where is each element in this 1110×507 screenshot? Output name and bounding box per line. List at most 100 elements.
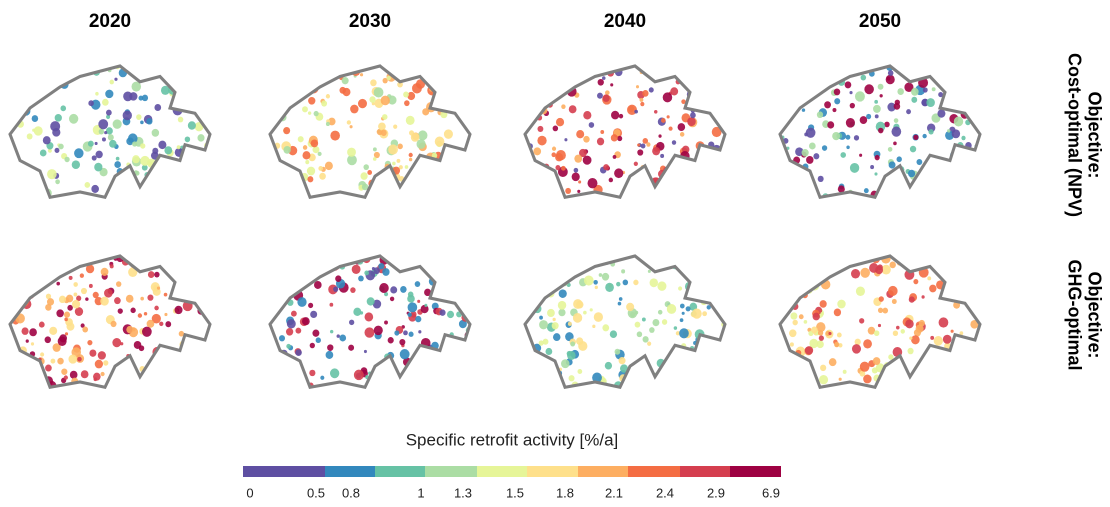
area-patch [687, 117, 696, 126]
area-patch [417, 189, 423, 195]
area-patch [176, 372, 182, 379]
area-patch [609, 178, 613, 183]
area-patch [187, 164, 194, 171]
area-patch [639, 191, 644, 196]
area-patch [574, 155, 582, 163]
area-patch [382, 268, 389, 276]
area-patch [399, 339, 405, 345]
area-patch [584, 275, 594, 285]
area-patch [467, 158, 472, 163]
area-patch [783, 299, 786, 303]
area-patch [799, 314, 804, 319]
area-patch [701, 262, 710, 272]
area-patch [146, 118, 152, 125]
figure: Specific retrofit activity [%/a] 00.50.8… [0, 0, 1110, 507]
area-patch [354, 370, 364, 380]
area-patch [866, 114, 871, 119]
legend-swatch [730, 466, 781, 477]
area-patch [897, 156, 902, 162]
area-patch [678, 286, 682, 290]
area-patch [973, 262, 982, 272]
area-patch [111, 321, 117, 327]
area-patch [707, 372, 716, 382]
area-patch [589, 122, 594, 128]
area-patch [398, 259, 404, 265]
area-patch [696, 353, 702, 359]
area-patch [159, 322, 163, 326]
area-patch [529, 276, 533, 280]
row-label: GHG-optimal [1064, 260, 1084, 371]
area-patch [274, 72, 282, 80]
area-patch [649, 327, 655, 333]
area-patch [932, 87, 936, 91]
area-patch [94, 163, 102, 172]
area-patch [543, 375, 552, 385]
area-patch [928, 129, 933, 134]
area-patch [146, 69, 154, 77]
area-patch [302, 83, 307, 88]
area-patch [616, 282, 620, 287]
area-patch [969, 371, 973, 375]
map-panel [522, 251, 728, 391]
area-patch [554, 384, 559, 389]
area-patch [462, 345, 469, 352]
area-patch [326, 94, 330, 98]
area-patch [846, 145, 849, 149]
area-patch [75, 307, 83, 316]
area-patch [350, 287, 355, 293]
area-patch [192, 171, 201, 181]
area-patch [301, 277, 306, 282]
area-patch [854, 135, 859, 140]
area-patch [614, 168, 623, 178]
area-patch [326, 122, 330, 126]
area-patch [25, 77, 28, 80]
area-patch [459, 166, 467, 174]
area-patch [42, 256, 47, 261]
area-patch [132, 155, 140, 163]
area-patch [203, 193, 210, 201]
legend-label: 1.5 [506, 485, 524, 500]
area-patch [555, 262, 565, 272]
area-patch [660, 154, 664, 158]
area-patch [806, 128, 816, 138]
area-patch [598, 79, 604, 86]
area-patch [556, 118, 564, 126]
area-patch [587, 73, 591, 77]
area-patch [378, 122, 386, 130]
area-patch [860, 268, 870, 278]
area-patch [874, 172, 877, 175]
area-patch [943, 272, 951, 280]
area-patch [420, 362, 425, 367]
area-patch [555, 165, 560, 170]
area-patch [811, 326, 818, 333]
area-patch [166, 65, 170, 69]
area-patch [405, 165, 409, 169]
area-patch [370, 79, 376, 86]
area-patch [832, 258, 839, 266]
area-patch [45, 336, 51, 343]
area-patch [888, 286, 898, 296]
legend-label: 0.5 [307, 485, 325, 500]
area-patch [537, 126, 543, 132]
area-patch [893, 142, 897, 146]
area-patch [650, 278, 658, 287]
area-patch [72, 300, 80, 309]
area-patch [975, 192, 982, 200]
area-patch [556, 150, 566, 160]
area-patch [572, 173, 580, 182]
area-patch [327, 344, 333, 351]
area-patch [949, 283, 953, 288]
area-patch [64, 375, 68, 379]
area-patch [539, 356, 545, 363]
area-patch [373, 157, 377, 161]
area-patch [269, 183, 274, 188]
area-patch [297, 190, 303, 196]
area-patch [828, 80, 832, 84]
area-patch [962, 170, 968, 176]
area-patch [892, 127, 902, 137]
area-patch [696, 189, 703, 196]
area-patch [165, 166, 173, 174]
area-patch [678, 367, 686, 375]
area-patch [164, 146, 172, 154]
area-patch [169, 352, 173, 356]
